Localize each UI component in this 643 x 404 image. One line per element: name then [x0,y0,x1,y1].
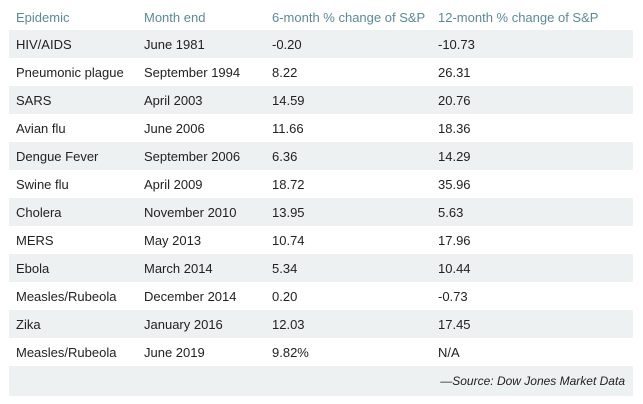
twelve-month-change-cell: 26.31 [431,58,633,86]
twelve-month-change-cell: 14.29 [431,142,633,170]
twelve-month-change-cell: 35.96 [431,170,633,198]
source-row: —Source: Dow Jones Market Data [9,366,633,396]
six-month-change-cell: -0.20 [265,30,431,58]
twelve-month-change-cell: 20.76 [431,86,633,114]
column-header-month-end: Month end [144,9,206,25]
epidemic-sp-table: Epidemic Month end 6-month % change of S… [9,4,633,396]
table-row: Measles/Rubeola June 2019 9.82% N/A [9,338,633,366]
six-month-change-cell: 6.36 [265,142,431,170]
month-end-cell: March 2014 [137,254,265,282]
epidemic-cell: Measles/Rubeola [9,282,137,310]
month-end-cell: May 2013 [137,226,265,254]
table-row: Pneumonic plague September 1994 8.22 26.… [9,58,633,86]
header-row: Epidemic Month end 6-month % change of S… [9,4,633,30]
table-row: Measles/Rubeola December 2014 0.20 -0.73 [9,282,633,310]
month-end-cell: April 2003 [137,86,265,114]
table-row: Zika January 2016 12.03 17.45 [9,310,633,338]
epidemic-cell: Cholera [9,198,137,226]
six-month-change-cell: 11.66 [265,114,431,142]
epidemic-cell: Measles/Rubeola [9,338,137,366]
twelve-month-change-cell: -10.73 [431,30,633,58]
six-month-change-cell: 0.20 [265,282,431,310]
table-body: HIV/AIDS June 1981 -0.20 -10.73 Pneumoni… [9,30,633,396]
table-row: Ebola March 2014 5.34 10.44 [9,254,633,282]
twelve-month-change-cell: N/A [431,338,633,366]
epidemic-cell: Avian flu [9,114,137,142]
six-month-change-cell: 18.72 [265,170,431,198]
table-row: Cholera November 2010 13.95 5.63 [9,198,633,226]
twelve-month-change-cell: -0.73 [431,282,633,310]
table-row: Swine flu April 2009 18.72 35.96 [9,170,633,198]
twelve-month-change-cell: 5.63 [431,198,633,226]
table-row: Avian flu June 2006 11.66 18.36 [9,114,633,142]
column-header-epidemic: Epidemic [16,9,70,25]
month-end-cell: September 1994 [137,58,265,86]
table-row: SARS April 2003 14.59 20.76 [9,86,633,114]
epidemic-cell: Swine flu [9,170,137,198]
epidemic-cell: Zika [9,310,137,338]
source-note: —Source: Dow Jones Market Data [9,366,633,396]
table-row: MERS May 2013 10.74 17.96 [9,226,633,254]
table-row: Dengue Fever September 2006 6.36 14.29 [9,142,633,170]
six-month-change-cell: 9.82% [265,338,431,366]
month-end-cell: June 1981 [137,30,265,58]
epidemic-cell: HIV/AIDS [9,30,137,58]
twelve-month-change-cell: 10.44 [431,254,633,282]
month-end-cell: June 2006 [137,114,265,142]
six-month-change-cell: 8.22 [265,58,431,86]
month-end-cell: January 2016 [137,310,265,338]
epidemic-cell: SARS [9,86,137,114]
month-end-cell: September 2006 [137,142,265,170]
column-header-12-month-change: 12-month % change of S&P [438,9,599,25]
table-row: HIV/AIDS June 1981 -0.20 -10.73 [9,30,633,58]
twelve-month-change-cell: 17.45 [431,310,633,338]
epidemic-cell: Dengue Fever [9,142,137,170]
six-month-change-cell: 12.03 [265,310,431,338]
six-month-change-cell: 13.95 [265,198,431,226]
month-end-cell: June 2019 [137,338,265,366]
epidemic-sp-table-container: Epidemic Month end 6-month % change of S… [9,4,633,396]
column-header-6-month-change: 6-month % change of S&P [272,9,426,25]
month-end-cell: April 2009 [137,170,265,198]
twelve-month-change-cell: 17.96 [431,226,633,254]
twelve-month-change-cell: 18.36 [431,114,633,142]
month-end-cell: November 2010 [137,198,265,226]
table-header: Epidemic Month end 6-month % change of S… [9,4,633,30]
six-month-change-cell: 14.59 [265,86,431,114]
six-month-change-cell: 10.74 [265,226,431,254]
epidemic-cell: Ebola [9,254,137,282]
epidemic-cell: Pneumonic plague [9,58,137,86]
month-end-cell: December 2014 [137,282,265,310]
six-month-change-cell: 5.34 [265,254,431,282]
epidemic-cell: MERS [9,226,137,254]
